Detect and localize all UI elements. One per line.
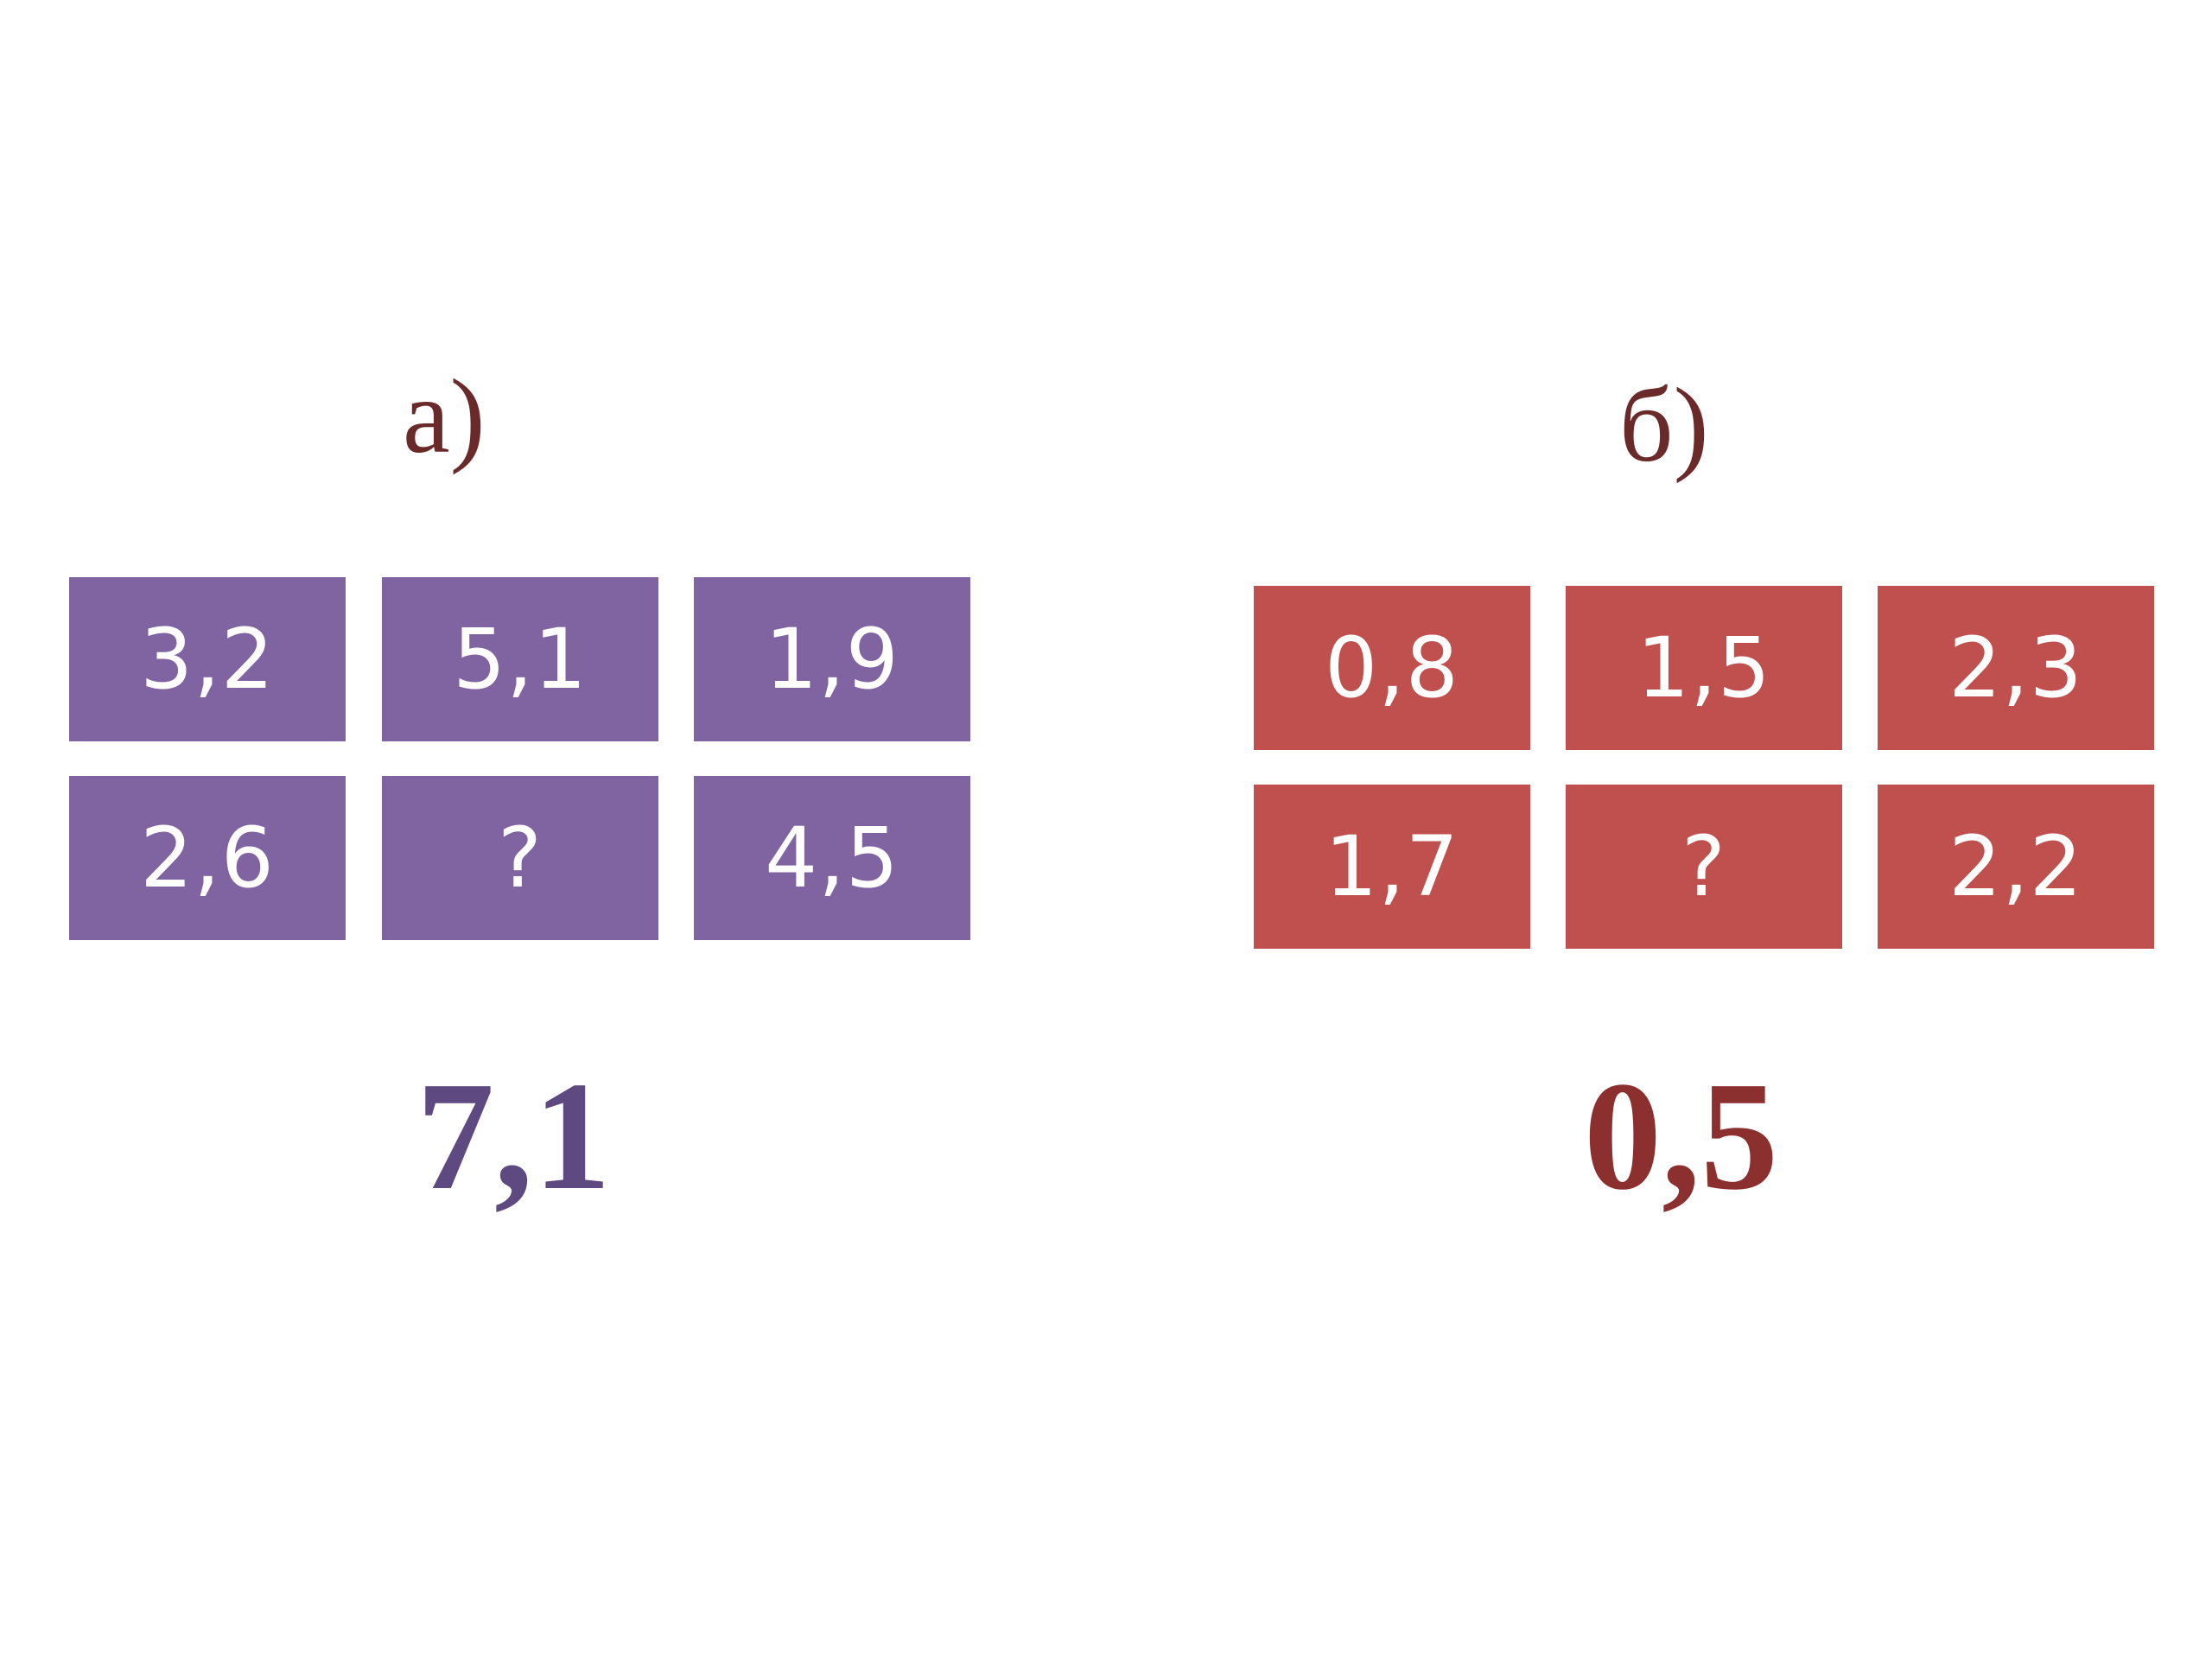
- panel-b-tile-1: 0,8: [1254, 586, 1530, 750]
- panel-b-tile-3: 2,3: [1878, 586, 2154, 750]
- panel-a-tile-6: 4,5: [694, 776, 970, 940]
- panel-b-tile-2: 1,5: [1566, 586, 1842, 750]
- panel-a-tile-4: 2,6: [69, 776, 346, 940]
- panel-a-tile-unknown: ?: [382, 776, 658, 940]
- panel-a-tile-1: 3,2: [69, 577, 346, 741]
- panel-a-label: а): [403, 357, 486, 475]
- panel-b-tile-unknown: ?: [1566, 785, 1842, 949]
- panel-b-tile-6: 2,2: [1878, 785, 2154, 949]
- panel-a-result: 7,1: [416, 1050, 611, 1222]
- panel-a-tile-3: 1,9: [694, 577, 970, 741]
- panel-a-tile-2: 5,1: [382, 577, 658, 741]
- panel-b-result: 0,5: [1584, 1050, 1778, 1222]
- panel-b-tile-4: 1,7: [1254, 785, 1530, 949]
- panel-b-label: б): [1619, 365, 1709, 484]
